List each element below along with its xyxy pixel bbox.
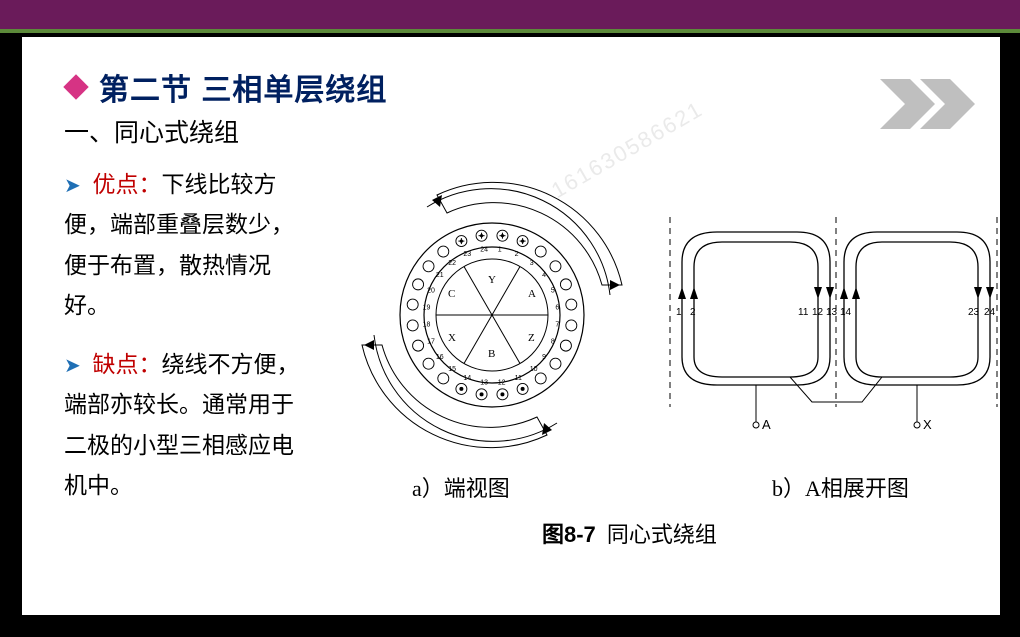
svg-text:11: 11 [798,307,809,318]
svg-text:X: X [923,417,932,432]
svg-text:24: 24 [984,307,996,318]
diamond-icon [63,74,88,99]
svg-text:A: A [528,288,536,300]
svg-text:14: 14 [463,375,471,382]
slide-body: 161630586621 第二节 三相单层绕组 一、同心式绕组 ➤ 优点：下线比… [22,37,1000,615]
svg-text:23: 23 [968,307,980,318]
svg-text:16: 16 [436,354,444,361]
svg-text:1: 1 [676,307,682,318]
svg-text:18: 18 [423,322,431,329]
svg-text:8: 8 [551,339,555,346]
caption-a: a）端视图 [412,471,510,503]
subtitle: 一、同心式绕组 [64,113,239,149]
svg-text:5: 5 [551,287,555,294]
svg-text:17: 17 [427,339,435,346]
keyword-disadvantage: 缺点： [93,352,162,377]
diagram-developed-view: 1 2 11121314 23 24 A X [662,207,1002,457]
svg-text:X: X [448,332,456,344]
bullet-icon: ➤ [64,175,81,197]
svg-text:2: 2 [515,251,519,258]
svg-text:11: 11 [515,375,522,382]
figure-caption: 图8-7 同心式绕组 [542,517,717,549]
section-title: 第二节 三相单层绕组 [99,65,387,109]
svg-text:C: C [448,288,455,300]
svg-text:13: 13 [826,307,838,318]
svg-text:19: 19 [423,304,431,311]
svg-text:14: 14 [840,307,852,318]
svg-text:12: 12 [812,307,824,318]
svg-text:24: 24 [480,247,488,254]
svg-text:12: 12 [498,379,506,386]
svg-text:B: B [488,348,495,360]
svg-text:7: 7 [555,322,559,329]
svg-text:A: A [762,417,771,432]
svg-text:23: 23 [463,251,471,258]
title-row: 第二节 三相单层绕组 [67,65,387,109]
svg-text:9: 9 [542,354,546,361]
svg-text:22: 22 [448,260,456,267]
svg-text:21: 21 [436,272,444,279]
svg-text:Y: Y [488,274,496,286]
chevron-decor [880,79,1000,129]
svg-text:Z: Z [528,332,535,344]
svg-text:13: 13 [480,379,488,386]
figure-title: 同心式绕组 [607,522,717,547]
svg-text:4: 4 [542,272,546,279]
svg-text:15: 15 [448,366,456,373]
top-bar [0,0,1020,33]
keyword-advantage: 优点： [93,172,162,197]
svg-text:10: 10 [530,366,538,373]
diagram-end-view: A Z B X C Y 1234567891011121314151617181… [322,165,662,465]
figure-number: 图8-7 [542,522,596,547]
caption-b: b）A相展开图 [772,471,909,503]
svg-text:6: 6 [555,304,559,311]
bullet-icon: ➤ [64,355,81,377]
svg-text:3: 3 [530,260,534,267]
svg-text:20: 20 [427,287,435,294]
paragraph-disadvantages: ➤ 缺点：绕线不方便，端部亦较长。通常用于二极的小型三相感应电机中。 [64,345,314,506]
svg-text:2: 2 [690,307,696,318]
svg-text:1: 1 [498,247,502,254]
paragraph-advantages: ➤ 优点：下线比较方便，端部重叠层数少，便于布置，散热情况好。 [64,165,314,326]
